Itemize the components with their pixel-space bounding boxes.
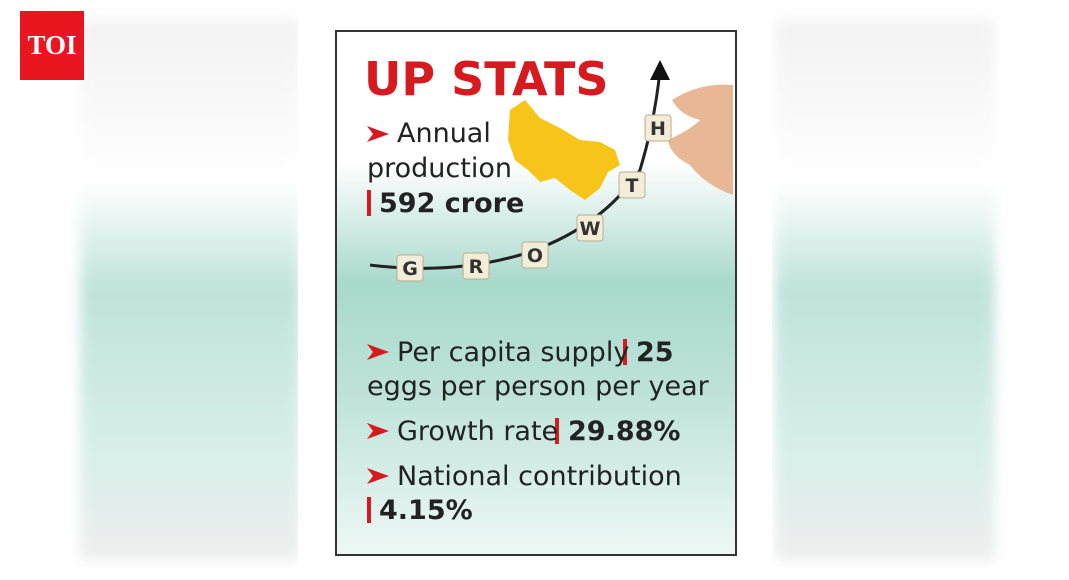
map-shape (508, 100, 620, 200)
tile-letter: W (580, 218, 601, 240)
stat-value: 592 crore (379, 188, 525, 219)
blurred-backdrop (80, 20, 300, 560)
letter-tile (462, 252, 490, 280)
letter-tile (521, 241, 549, 269)
stat-label: Annual (397, 118, 491, 149)
blurred-backdrop (775, 20, 995, 560)
letter-tile (618, 171, 646, 199)
hand (668, 84, 733, 195)
letter-tile (576, 214, 604, 242)
tile-letter: O (527, 245, 543, 267)
logo[interactable]: TOI (20, 11, 84, 80)
stat-detail: eggs per person per year (367, 371, 709, 402)
arrow-head (650, 60, 670, 80)
letter-tile (644, 114, 672, 142)
stat-label: National contribution (397, 461, 682, 492)
stat-value: 29.88% (568, 416, 681, 447)
separators (367, 190, 627, 523)
tile-letter: G (402, 258, 418, 280)
stat-label: Per capita supply (397, 337, 630, 368)
stat-value: 4.15% (379, 495, 473, 526)
tile-letter: T (626, 175, 639, 197)
bullets (367, 126, 389, 484)
stat-label: Growth rate (397, 416, 559, 447)
letter-tile (396, 254, 424, 282)
title: UP STATS (364, 52, 609, 106)
tile-letter: H (650, 118, 666, 140)
stat-label: production (367, 153, 512, 184)
stat-value: 25 (636, 337, 674, 368)
tile-letter: R (469, 256, 484, 278)
